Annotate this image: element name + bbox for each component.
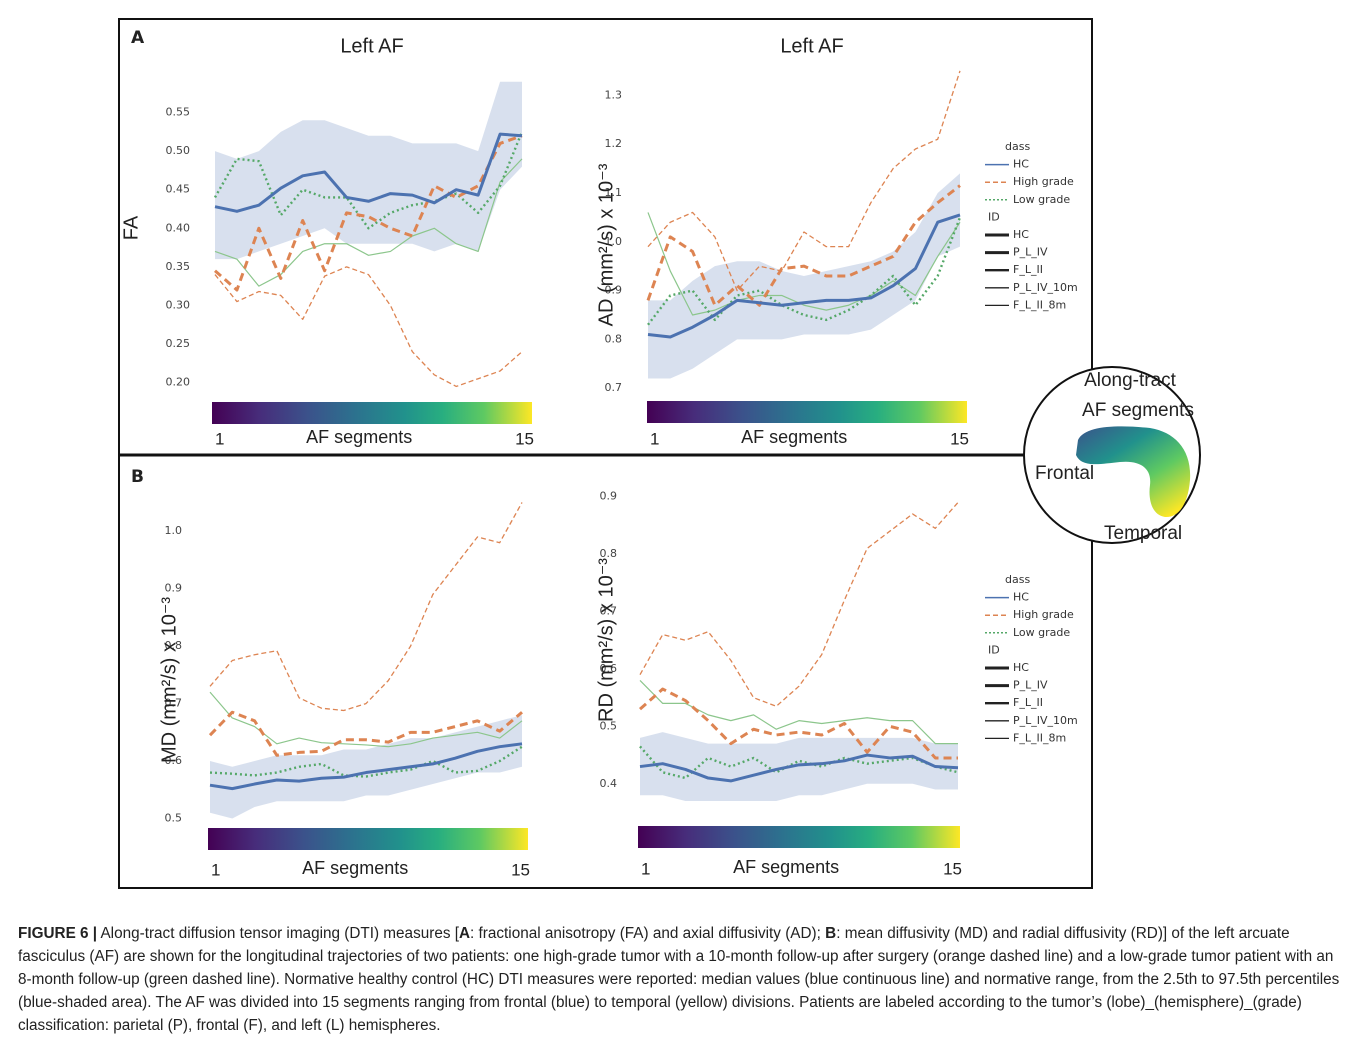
legend-entry: HC: [1013, 661, 1029, 674]
colorbar-tick: 1: [650, 429, 659, 448]
y-tick-label: 0.9: [600, 490, 618, 503]
normative-band: [210, 715, 522, 818]
colorbar-label: AF segments: [733, 857, 839, 877]
legend: dass HC High grade Low grade ID HC P_L_IV F_L_I…: [985, 140, 1078, 311]
legend-entry: HC: [1013, 228, 1029, 241]
caption: FIGURE 6 | Along-tract diffusion tensor …: [18, 922, 1343, 1037]
y-axis-label: RD (mm²/s) x 10⁻³: [595, 558, 617, 722]
y-tick-label: 0.25: [166, 337, 191, 350]
legend-title: dass: [1005, 140, 1030, 153]
inset-title: Along-tract: [1084, 370, 1177, 391]
y-tick-label: 0.7: [605, 381, 623, 394]
colorbar-label: AF segments: [302, 858, 408, 878]
legend-entry: Low grade: [1013, 193, 1070, 206]
normative-band: [648, 173, 960, 378]
legend-entry: High grade: [1013, 608, 1074, 621]
legend-entry: F_L_II_8m: [1013, 298, 1066, 311]
colorbar-tick: 15: [515, 429, 534, 448]
y-tick-label: 1.0: [165, 524, 183, 537]
caption-label: FIGURE 6 |: [18, 925, 97, 942]
legend-entry: HC: [1013, 591, 1029, 604]
inset: Along-tract AF segments Frontal Temporal: [1024, 367, 1200, 544]
colorbar-tick: 1: [215, 429, 224, 448]
colorbar-tick: 15: [943, 859, 962, 878]
series-line: [640, 502, 958, 706]
figure: A B Along-tract AF segments Frontal Temp…: [0, 0, 1358, 915]
y-tick-label: 0.8: [605, 332, 623, 345]
legend-entry: HC: [1013, 158, 1029, 171]
y-axis-label: FA: [120, 215, 142, 240]
y-tick-label: 0.35: [166, 260, 191, 273]
colorbar-label: AF segments: [306, 427, 412, 447]
colorbar: [212, 402, 532, 424]
panel-label: B: [131, 467, 144, 487]
caption-text: Along-tract diffusion tensor imaging (DT…: [97, 925, 459, 942]
y-tick-label: 0.30: [166, 298, 191, 311]
y-tick-label: 1.3: [605, 88, 623, 101]
legend-entry: P_L_IV_10m: [1013, 714, 1078, 727]
caption-text: B: [825, 925, 836, 942]
y-tick-label: 1.2: [605, 137, 623, 150]
colorbar-tick: 15: [950, 429, 969, 448]
normative-band: [640, 732, 958, 801]
colorbar-tick: 1: [641, 859, 650, 878]
inset-title: AF segments: [1082, 400, 1194, 421]
legend-title: ID: [988, 210, 1000, 223]
caption-text: : fractional anisotropy (FA) and axial d…: [470, 925, 825, 942]
y-tick-label: 0.5: [165, 812, 183, 825]
chart-title: Left AF: [780, 35, 843, 57]
y-axis-label: MD (mm²/s) x 10⁻³: [158, 597, 180, 763]
colorbar: [638, 826, 960, 848]
series-line: [640, 680, 958, 743]
y-tick-label: 0.50: [166, 144, 191, 157]
colorbar: [647, 401, 967, 423]
y-tick-label: 0.55: [166, 106, 191, 119]
legend-entry: F_L_II: [1013, 696, 1043, 709]
chart-title: Left AF: [340, 35, 403, 57]
series-line: [210, 502, 522, 710]
legend-entry: P_L_IV: [1013, 679, 1048, 692]
legend-entry: Low grade: [1013, 626, 1070, 639]
legend-entry: P_L_IV_10m: [1013, 281, 1078, 294]
y-tick-label: 0.9: [165, 582, 183, 595]
y-tick-label: 0.20: [166, 376, 191, 389]
inset-temporal: Temporal: [1104, 523, 1182, 544]
y-tick-label: 0.40: [166, 221, 191, 234]
colorbar-tick: 15: [511, 860, 530, 879]
figure-page: A B Along-tract AF segments Frontal Temp…: [0, 0, 1358, 1054]
normative-band: [215, 82, 522, 259]
colorbar-tick: 1: [211, 860, 220, 879]
legend-title: ID: [988, 643, 1000, 656]
panel-label: A: [131, 28, 145, 48]
colorbar: [208, 828, 528, 850]
legend-entry: F_L_II: [1013, 263, 1043, 276]
inset-frontal: Frontal: [1035, 463, 1094, 484]
legend-entry: F_L_II_8m: [1013, 731, 1066, 744]
colorbar-label: AF segments: [741, 427, 847, 447]
caption-text: A: [459, 925, 470, 942]
legend: dass HC High grade Low grade ID HC P_L_IV F_L_I…: [985, 573, 1078, 744]
legend-entry: High grade: [1013, 175, 1074, 188]
y-axis-label: AD (mm²/s) x 10⁻³: [595, 163, 617, 326]
y-tick-label: 0.4: [600, 777, 618, 790]
legend-entry: P_L_IV: [1013, 246, 1048, 259]
y-tick-label: 0.45: [166, 183, 191, 196]
legend-title: dass: [1005, 573, 1030, 586]
